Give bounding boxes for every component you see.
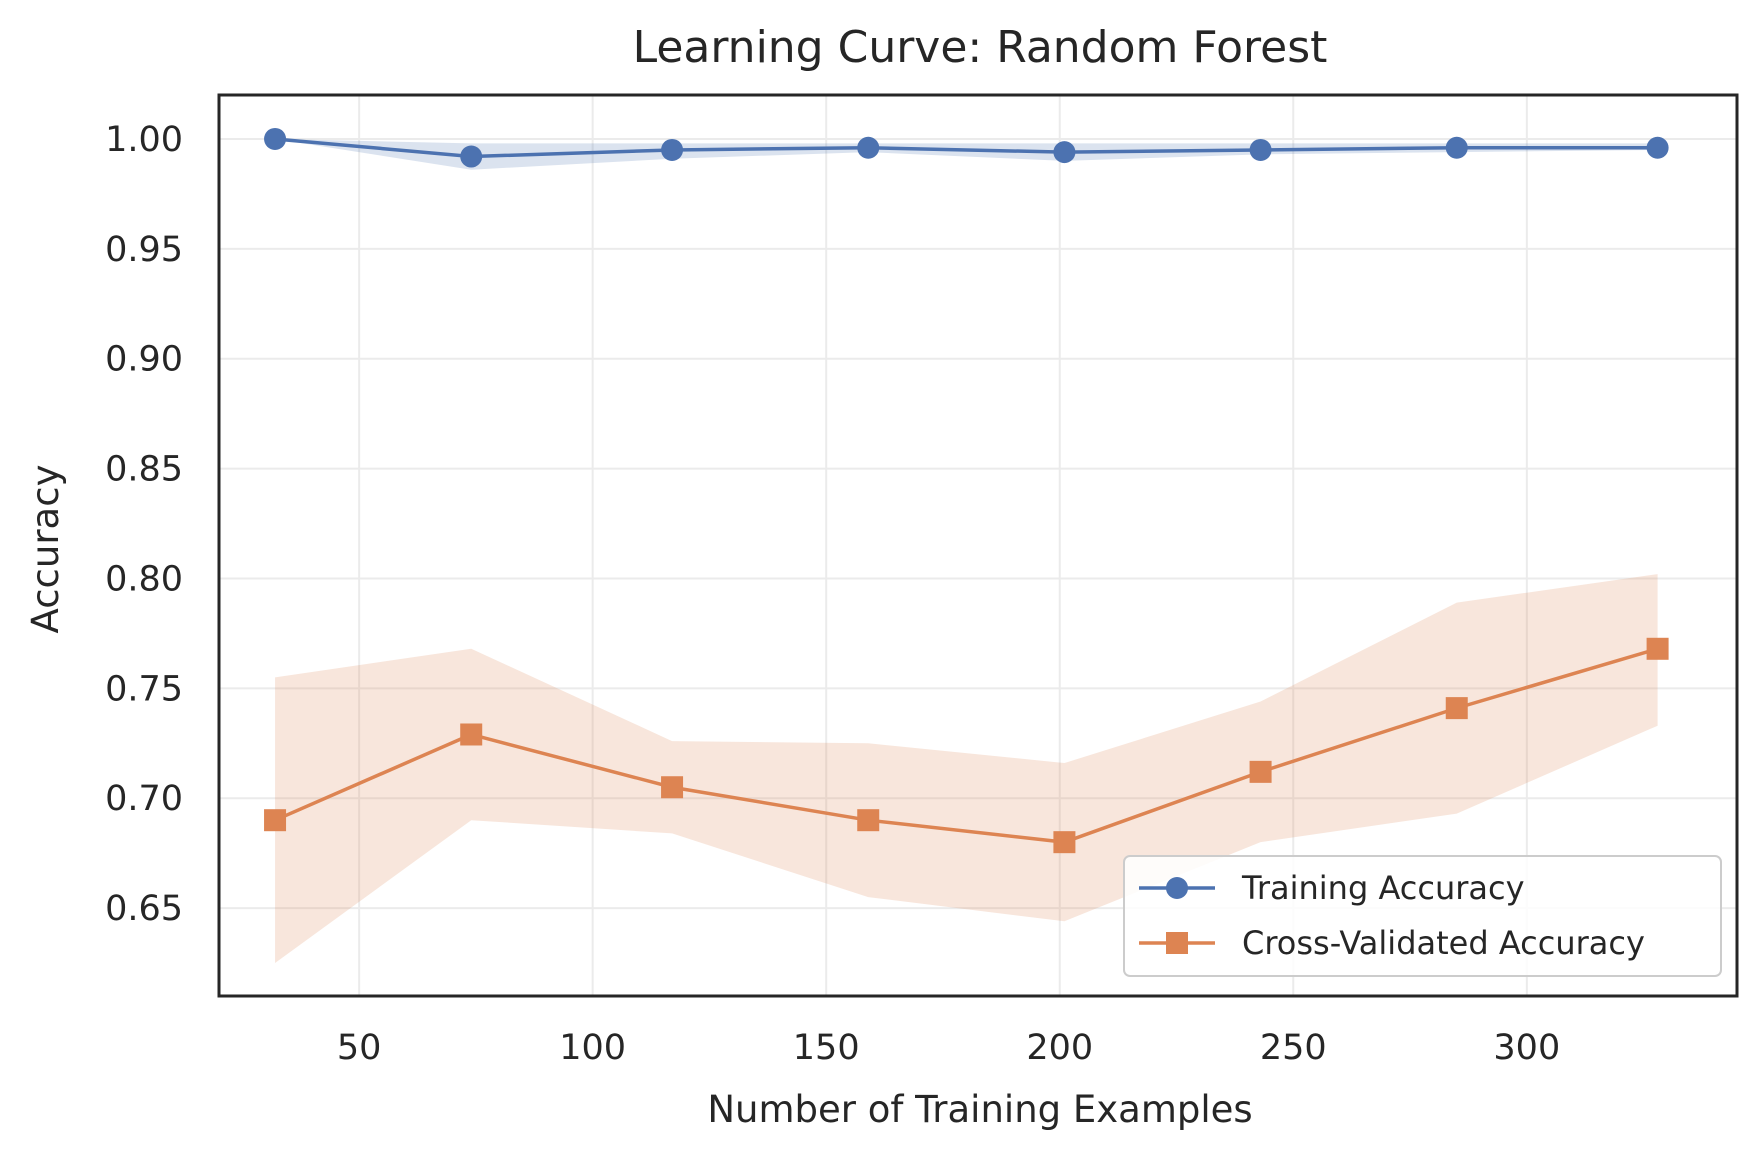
cv-point (661, 776, 684, 799)
x-tick-label: 250 (1260, 1028, 1327, 1068)
legend-cv-label: Cross-Validated Accuracy (1242, 924, 1645, 962)
y-axis-label: Accuracy (24, 465, 67, 634)
y-tick-label: 1.00 (105, 120, 183, 160)
y-tick-label: 0.75 (105, 669, 183, 709)
series-lines (274, 137, 1659, 844)
training-point (460, 145, 483, 168)
legend-box (1123, 855, 1722, 977)
y-axis-ticks: 0.65 0.70 0.75 0.80 0.85 0.90 0.95 1.00 (105, 120, 183, 929)
x-tick-label: 100 (559, 1028, 626, 1068)
x-tick-label: 300 (1493, 1028, 1560, 1068)
training-point (857, 136, 880, 159)
plot-frame (217, 93, 1739, 998)
y-tick-label: 0.80 (105, 559, 183, 599)
legend: Training Accuracy Cross-Validated Accurac… (1123, 855, 1722, 977)
cv-point (1646, 637, 1669, 660)
grid (219, 95, 1737, 996)
training-point (1445, 136, 1468, 159)
training-point (661, 138, 684, 161)
legend-cv-marker (1166, 932, 1188, 954)
training-point (1053, 141, 1076, 164)
y-tick-label: 0.85 (105, 450, 183, 490)
training-point (1249, 138, 1272, 161)
cv-confidence-band (275, 574, 1658, 964)
cv-line (274, 647, 1659, 844)
legend-training-marker (1166, 877, 1188, 899)
cv-point (1053, 831, 1076, 854)
cv-point (1249, 760, 1272, 783)
y-tick-label: 0.65 (105, 889, 183, 929)
cv-point (264, 809, 287, 832)
legend-training-label: Training Accuracy (1241, 869, 1525, 907)
x-axis-ticks: 50 100 150 200 250 300 (337, 1028, 1560, 1068)
y-tick-label: 0.95 (105, 230, 183, 270)
y-tick-label: 0.70 (105, 779, 183, 819)
training-point (264, 127, 287, 150)
y-tick-label: 0.90 (105, 340, 183, 380)
x-tick-label: 200 (1026, 1028, 1093, 1068)
x-axis-label: Number of Training Examples (707, 1088, 1252, 1131)
training-point (1646, 136, 1669, 159)
confidence-bands (275, 138, 1658, 964)
cv-point (460, 723, 483, 746)
cv-point (857, 809, 880, 832)
training-confidence-band (275, 138, 1658, 170)
x-tick-label: 150 (793, 1028, 860, 1068)
chart-title: Learning Curve: Random Forest (633, 22, 1328, 73)
training-line (274, 137, 1658, 159)
cv-point (1445, 697, 1468, 720)
x-tick-label: 50 (337, 1028, 382, 1068)
series-markers (264, 127, 1669, 854)
